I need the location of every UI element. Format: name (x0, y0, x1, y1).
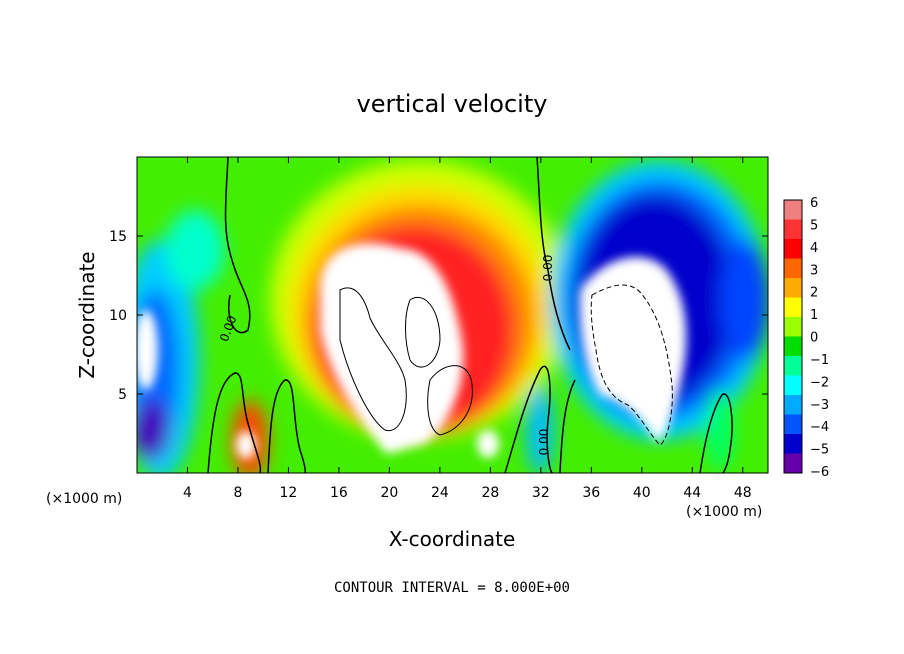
x-tick-label: 20 (380, 485, 398, 501)
colorbar-swatch (784, 219, 802, 240)
colorbar-tick-label: −2 (810, 375, 829, 390)
colorbar-tick-label: 5 (810, 218, 818, 233)
colorbar-tick-label: 4 (810, 241, 818, 256)
y-axis-title: Z-coordinate (75, 251, 99, 378)
negative-contour (590, 284, 673, 446)
y-axis-ticks: 5 10 15 (109, 229, 768, 403)
x-tick-label: 24 (431, 485, 449, 501)
colorbar-tick-label: 3 (810, 263, 818, 278)
x-tick-label: 44 (683, 485, 701, 501)
colorbar-tick-label: 2 (810, 286, 818, 301)
colorbar-frame (783, 199, 803, 474)
colorbar-swatch (784, 356, 802, 376)
x-tick-label: 8 (233, 485, 242, 501)
contour-lines (207, 157, 733, 473)
inner-contours (339, 287, 473, 436)
x-axis-ticks: 4 8 12 16 20 24 28 32 36 40 44 48 (183, 157, 752, 501)
x-unit-right: (×1000 m) (686, 504, 762, 520)
y-tick-label: 10 (109, 308, 127, 324)
colorbar-swatch (784, 453, 802, 474)
colorbar-tick-label: −1 (810, 353, 829, 368)
colorbar-swatch (784, 278, 802, 298)
y-tick-label: 5 (118, 387, 127, 403)
colorbar-tick-label: −3 (810, 398, 829, 413)
y-tick-label: 15 (109, 229, 127, 245)
x-tick-label: 36 (582, 485, 600, 501)
colorbar-tick-label: −4 (810, 420, 829, 435)
x-tick-label: 48 (734, 485, 752, 501)
colorbar-tick-label: 6 (810, 196, 818, 211)
x-tick-label: 12 (280, 485, 298, 501)
colorbar-swatch (784, 395, 802, 415)
colorbar-tick-label: −6 (810, 465, 829, 480)
colorbar-tick-label: 1 (810, 308, 818, 323)
heatmap-field: 0.00 0.00 0.00 (137, 157, 768, 473)
x-unit-left: (×1000 m) (46, 491, 122, 507)
x-tick-label: 28 (481, 485, 499, 501)
x-tick-label: 32 (532, 485, 550, 501)
colorbar-swatch (784, 317, 802, 337)
colorbar-swatch (784, 297, 802, 318)
x-tick-label: 4 (183, 485, 192, 501)
contour-label-2: 0.00 (541, 255, 555, 282)
colorbar-swatch (784, 375, 802, 396)
colorbar-swatch (784, 200, 802, 220)
x-tick-label: 40 (633, 485, 651, 501)
colorbar-swatch (784, 414, 802, 435)
colorbar-ticks: 6 5 4 3 2 1 0 −1 −2 −3 −4 −5 −6 (810, 196, 829, 480)
colorbar-swatch (784, 336, 802, 357)
contour-label-3: 0.00 (537, 429, 551, 456)
colorbar-tick-label: −5 (810, 443, 829, 458)
chart-title: vertical velocity (357, 90, 548, 118)
x-axis-title: X-coordinate (389, 527, 516, 551)
colorbar-tick-label: 0 (810, 331, 818, 346)
contour-interval: CONTOUR INTERVAL = 8.000E+00 (334, 580, 570, 596)
colorbar-swatch (784, 434, 802, 454)
colorbar-swatch (784, 258, 802, 279)
colorbar-swatch (784, 239, 802, 259)
colorbar (783, 199, 803, 474)
x-tick-label: 16 (330, 485, 348, 501)
